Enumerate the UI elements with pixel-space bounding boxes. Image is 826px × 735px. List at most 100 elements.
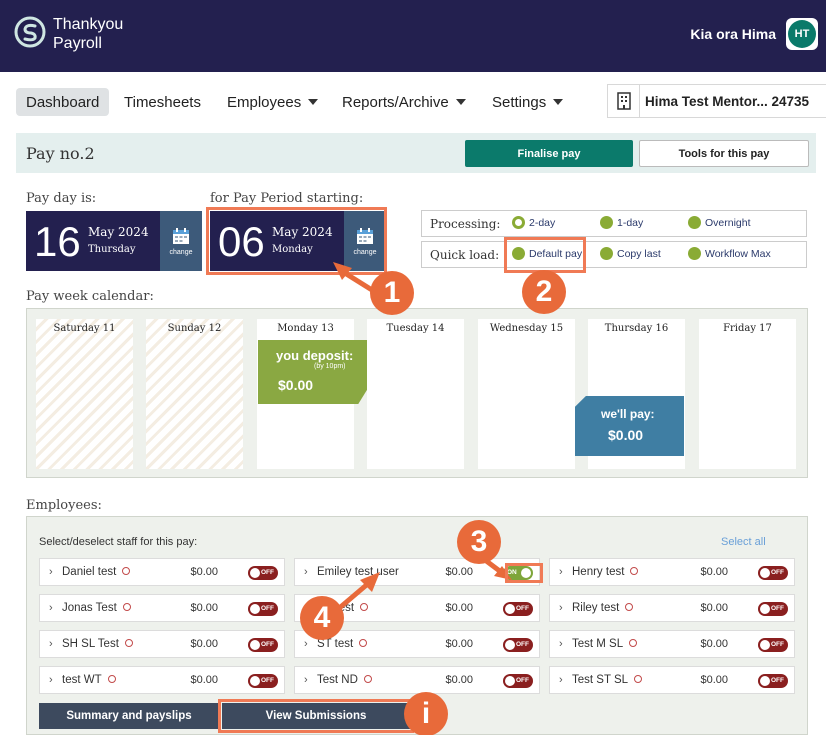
tools-button[interactable]: Tools for this pay (639, 140, 809, 167)
employee-toggle[interactable]: OFF (503, 602, 533, 616)
employee-card[interactable]: › ST test $0.00 OFF (294, 630, 540, 658)
toggle-knob (250, 604, 260, 614)
calendar-day: Sunday 12 (146, 319, 243, 469)
quickload-workflow-max[interactable]: Workflow Max (688, 247, 771, 260)
employee-card[interactable]: › Jonas Test $0.00 OFF (39, 594, 285, 622)
employee-toggle[interactable]: OFF (758, 638, 788, 652)
toggle-knob (505, 604, 515, 614)
chevron-right-icon: › (559, 638, 563, 650)
nav-settings[interactable]: Settings (482, 88, 573, 116)
processing-option-1day[interactable]: 1-day (600, 216, 643, 229)
calendar-day-name: Saturday 11 (53, 323, 116, 334)
payday-change-button[interactable]: change (160, 211, 202, 271)
employee-toggle[interactable]: OFF (758, 566, 788, 580)
nav-settings-label: Settings (492, 93, 547, 111)
employee-amount: $0.00 (445, 602, 473, 614)
employee-card[interactable]: › Daniel test $0.00 OFF (39, 558, 285, 586)
employee-name: Test ND (317, 674, 372, 686)
employee-amount: $0.00 (445, 566, 473, 578)
annotation-badge-2: 2 (522, 270, 566, 314)
chevron-right-icon: › (49, 638, 53, 650)
employee-toggle[interactable]: OFF (248, 602, 278, 616)
employee-toggle[interactable]: OFF (248, 566, 278, 580)
employee-card[interactable]: › Riley test $0.00 OFF (549, 594, 795, 622)
nav-reports[interactable]: Reports/Archive (332, 88, 476, 116)
toggle-label: OFF (771, 677, 784, 684)
clock-icon (634, 675, 643, 683)
toggle-label: OFF (771, 641, 784, 648)
view-submissions-button[interactable]: View Submissions (222, 703, 410, 729)
company-selector[interactable]: Hima Test Mentor... 24735 (607, 84, 826, 118)
nav-timesheets[interactable]: Timesheets (114, 88, 211, 116)
toggle-label: OFF (516, 641, 529, 648)
calendar-day: Tuesday 14 (367, 319, 464, 469)
clock-icon (630, 567, 639, 575)
toggle-label: OFF (261, 605, 274, 612)
calendar-day-name: Tuesday 14 (386, 323, 445, 334)
radio-icon (600, 247, 613, 260)
processing-option-overnight[interactable]: Overnight (688, 216, 751, 229)
wepay-title: we'll pay: (601, 407, 655, 421)
logo-text: Thankyou Payroll (53, 15, 123, 53)
period-weekday: Monday (272, 244, 313, 255)
greeting: Kia ora Hima (690, 26, 776, 42)
employee-name: Riley test (572, 602, 634, 614)
nav-dashboard[interactable]: Dashboard (16, 88, 110, 116)
period-change-label: change (353, 248, 377, 256)
pay-title: Pay no.2 (26, 144, 95, 163)
employee-card[interactable]: › Test ST SL $0.00 OFF (549, 666, 795, 694)
avatar[interactable]: HT (786, 18, 818, 50)
calendar-day-name: Wednesday 15 (489, 323, 564, 334)
select-all-link[interactable]: Select all (721, 536, 766, 548)
deposit-sub: (by 10pm) (314, 363, 346, 370)
quickload-option-label: Default pay (529, 247, 583, 260)
annotation-badge-1: 1 (370, 271, 414, 315)
employee-amount: $0.00 (700, 638, 728, 650)
employee-card[interactable]: › Henry test $0.00 OFF (549, 558, 795, 586)
quickload-default-pay[interactable]: Default pay (512, 247, 582, 260)
employee-card[interactable]: › SH SL Test $0.00 OFF (39, 630, 285, 658)
calendar-day: Wednesday 15 (478, 319, 575, 469)
chevron-right-icon: › (49, 674, 53, 686)
employee-toggle[interactable]: OFF (758, 602, 788, 616)
employee-card[interactable]: › Emiley test user $0.00 ON (294, 558, 540, 586)
employee-card[interactable]: › Test ND $0.00 OFF (294, 666, 540, 694)
calendar-day: Friday 17 (699, 319, 796, 469)
pay-week-calendar: Saturday 11 Sunday 12 Monday 13 Tuesday … (26, 308, 808, 478)
avatar-initials: HT (788, 20, 816, 48)
pay-bar: Pay no.2 Finalise pay Tools for this pay (16, 133, 816, 173)
finalise-pay-button[interactable]: Finalise pay (465, 140, 633, 167)
we-pay-card: we'll pay: $0.00 (575, 396, 684, 456)
clock-icon (124, 639, 133, 647)
calendar-day-name: Thursday 16 (604, 323, 669, 334)
employee-name: Test M SL (572, 638, 638, 650)
deposit-amount: $0.00 (278, 377, 314, 393)
calendar-icon (357, 227, 373, 244)
toggle-label: OFF (261, 677, 274, 684)
employee-toggle[interactable]: OFF (503, 638, 533, 652)
summary-payslips-button[interactable]: Summary and payslips (39, 703, 219, 729)
quickload-copy-last[interactable]: Copy last (600, 247, 661, 260)
radio-icon (688, 247, 701, 260)
employee-toggle[interactable]: OFF (758, 674, 788, 688)
nav-employees-label: Employees (227, 93, 302, 111)
toggle-knob (250, 568, 260, 578)
clock-icon (363, 675, 372, 683)
nav-employees[interactable]: Employees (217, 88, 328, 116)
period-change-button[interactable]: change (344, 211, 386, 271)
employee-toggle[interactable]: OFF (503, 674, 533, 688)
toggle-label: OFF (261, 569, 274, 576)
calendar-icon (173, 227, 189, 244)
period-label: for Pay Period starting: (210, 191, 364, 206)
processing-option-2day[interactable]: 2-day (512, 216, 555, 229)
employee-toggle[interactable]: OFF (248, 638, 278, 652)
employee-card[interactable]: › test WT $0.00 OFF (39, 666, 285, 694)
toggle-knob (521, 568, 531, 578)
toggle-knob (760, 568, 770, 578)
employee-toggle[interactable]: OFF (248, 674, 278, 688)
chevron-right-icon: › (304, 674, 308, 686)
clock-icon (629, 639, 638, 647)
employee-name: Daniel test (62, 566, 131, 578)
employee-card[interactable]: › Test M SL $0.00 OFF (549, 630, 795, 658)
chevron-right-icon: › (559, 674, 563, 686)
